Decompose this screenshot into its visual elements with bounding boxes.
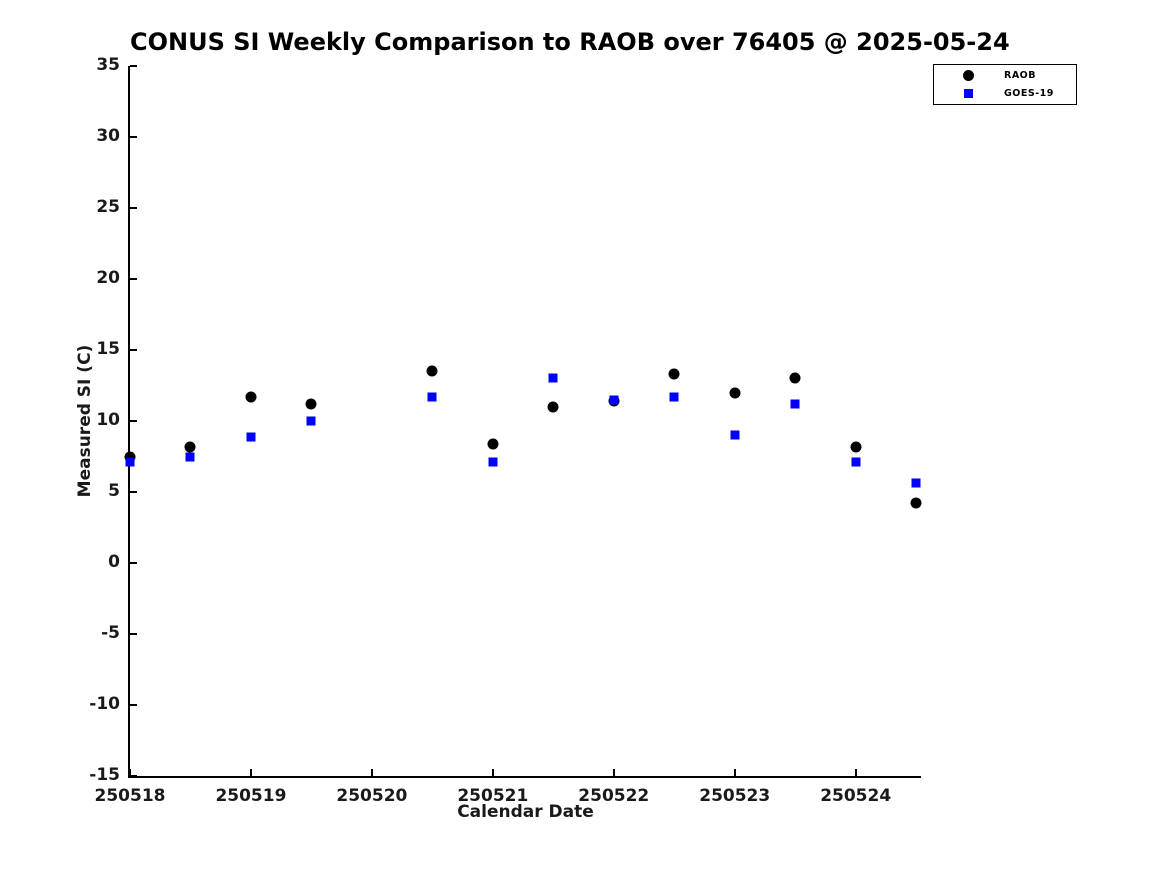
raob-point — [305, 398, 317, 410]
y-tick-mark — [130, 349, 137, 351]
goes-19-legend-square-icon — [963, 89, 973, 99]
goes-19-point — [669, 392, 679, 402]
raob-point — [124, 451, 136, 462]
x-tick-mark — [249, 769, 252, 776]
chart-title: CONUS SI Weekly Comparison to RAOB over … — [130, 28, 1010, 56]
x-tick-mark — [733, 769, 736, 776]
raob-point — [850, 441, 862, 453]
y-tick-label: 5 — [108, 481, 120, 501]
x-tick-label: 250524 — [820, 786, 892, 806]
goes-19-point — [730, 430, 740, 440]
legend-item-raob: RAOB — [934, 67, 1076, 83]
legend-marker-box — [962, 89, 974, 99]
plot-area: 250518 250519 250520 250521 250522 250523 2505… — [89, 55, 922, 806]
y-tick-label: 20 — [96, 268, 120, 288]
legend-label-raob: RAOB — [1004, 69, 1036, 81]
y-tick-label: 25 — [96, 197, 120, 217]
goes-19-point — [125, 457, 135, 467]
raob-legend-circle-icon — [962, 69, 974, 81]
goes-19-point — [246, 432, 256, 442]
goes-19-point — [488, 457, 498, 467]
y-tick-mark — [130, 704, 137, 706]
x-tick-label: 250521 — [457, 786, 529, 806]
legend-marker-box — [962, 69, 974, 81]
raob-point — [245, 391, 257, 403]
raob-point — [184, 441, 196, 453]
y-tick-mark — [130, 278, 137, 280]
x-tick-mark — [612, 769, 615, 776]
y-axis-spine — [128, 66, 130, 778]
y-tick-mark — [130, 562, 137, 564]
y-tick-label: 35 — [96, 55, 120, 75]
x-tick-mark — [491, 769, 494, 776]
raob-point — [547, 401, 559, 413]
x-tick-mark — [370, 769, 373, 776]
y-axis-label: Measured SI (C) — [75, 344, 95, 498]
x-axis-spine — [128, 776, 921, 778]
goes-19-point — [790, 399, 800, 409]
x-tick-label: 250520 — [336, 786, 408, 806]
y-tick-label: 15 — [96, 339, 120, 359]
goes-19-point — [911, 478, 921, 488]
y-tick-label: 10 — [96, 410, 120, 430]
goes-19-point — [306, 416, 316, 426]
raob-point — [729, 387, 741, 399]
raob-point — [487, 438, 499, 450]
x-tick-mark — [854, 769, 857, 776]
y-tick-label: 30 — [96, 126, 120, 146]
x-axis-label: Calendar Date — [457, 802, 594, 822]
legend-item-goes-19: GOES-19 — [934, 86, 1076, 102]
legend-label-goes-19: GOES-19 — [1004, 88, 1054, 100]
y-tick-label: -5 — [101, 623, 120, 643]
raob-point — [910, 497, 922, 509]
raob-point — [668, 368, 680, 380]
y-tick-label: -10 — [89, 694, 120, 714]
goes-19-point — [427, 392, 437, 402]
raob-point — [426, 365, 438, 377]
goes-19-point — [185, 452, 195, 461]
y-tick-mark — [130, 136, 137, 138]
x-tick-label: 250523 — [699, 786, 771, 806]
y-tick-mark — [130, 420, 137, 422]
y-tick-mark — [130, 207, 137, 209]
x-tick-label: 250518 — [94, 786, 166, 806]
goes-19-point — [851, 457, 861, 467]
goes-19-point — [548, 373, 558, 383]
y-tick-mark — [130, 775, 137, 777]
legend: RAOB GOES-19 — [933, 64, 1077, 105]
y-tick-mark — [130, 491, 137, 493]
x-tick-label: 250522 — [578, 786, 650, 806]
y-tick-mark — [130, 633, 137, 635]
raob-point — [789, 372, 801, 384]
x-tick-mark — [129, 769, 131, 776]
y-tick-label: -15 — [89, 765, 120, 785]
x-tick-label: 250519 — [215, 786, 287, 806]
y-tick-label: 0 — [108, 552, 120, 572]
y-tick-mark — [130, 65, 137, 67]
goes-19-point — [609, 395, 619, 405]
